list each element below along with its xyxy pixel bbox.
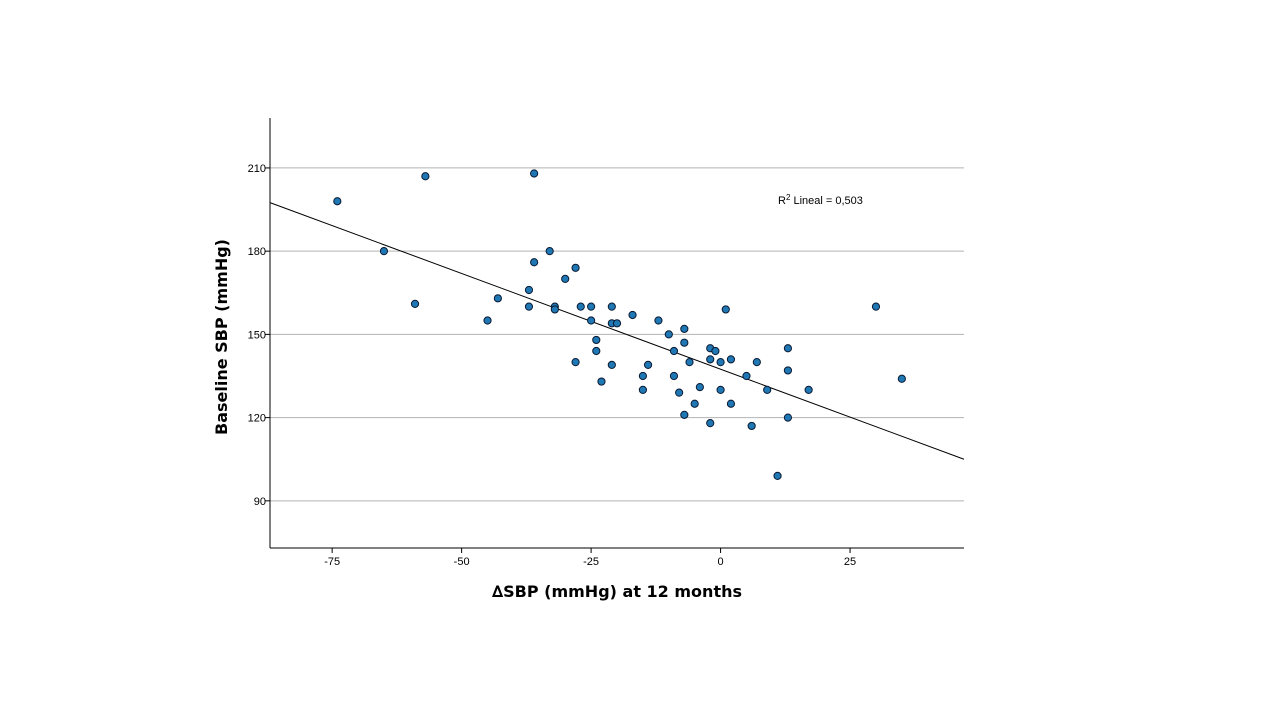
x-tick-label: -50 xyxy=(454,556,470,568)
data-point xyxy=(664,330,673,339)
data-point xyxy=(524,285,534,295)
data-point xyxy=(643,360,653,370)
data-point xyxy=(695,382,704,392)
data-point xyxy=(726,355,736,364)
r2-superscript: 2 xyxy=(786,193,791,202)
data-point xyxy=(804,385,813,394)
data-point xyxy=(654,316,663,325)
data-point xyxy=(530,258,539,267)
y-tick-label: 150 xyxy=(248,329,266,341)
data-point xyxy=(747,421,756,431)
data-point xyxy=(561,274,570,284)
data-point xyxy=(752,358,761,367)
regression-line xyxy=(269,202,965,460)
r2-text: Lineal = 0,503 xyxy=(790,195,862,207)
data-point xyxy=(638,385,647,394)
data-point xyxy=(571,263,580,272)
data-point xyxy=(587,316,596,325)
data-point xyxy=(483,316,492,325)
data-point xyxy=(592,335,601,345)
data-point xyxy=(706,355,715,364)
data-point xyxy=(669,371,679,381)
y-tick-label: 180 xyxy=(248,246,266,258)
y-tick-label: 120 xyxy=(248,413,266,425)
data-point xyxy=(897,374,906,383)
data-point xyxy=(379,247,389,256)
y-tick-labels: 90 120 150 180 210 xyxy=(248,163,266,508)
gridlines xyxy=(265,167,964,553)
data-point xyxy=(685,358,694,367)
r2-prefix: R xyxy=(778,195,786,207)
data-point xyxy=(871,302,881,311)
y-axis-title: Baseline SBP (mmHg) xyxy=(212,239,231,435)
data-point xyxy=(721,305,730,314)
data-point xyxy=(680,410,689,419)
data-point xyxy=(530,169,539,178)
y-tick-label: 90 xyxy=(254,496,266,508)
data-point xyxy=(493,294,502,303)
x-tick-label: -75 xyxy=(324,556,340,568)
y-tick-label: 210 xyxy=(248,163,266,175)
data-point xyxy=(675,388,684,397)
axes xyxy=(269,118,964,549)
data-point xyxy=(706,419,715,428)
data-point xyxy=(592,346,601,356)
data-point xyxy=(783,413,793,422)
x-tick-label: 0 xyxy=(718,556,724,568)
data-point xyxy=(716,385,725,394)
data-point xyxy=(742,371,751,381)
r2-annotation: R2 Lineal = 0,503 xyxy=(778,193,863,207)
x-tick-label: -25 xyxy=(583,556,599,568)
data-point xyxy=(410,299,420,308)
data-point xyxy=(763,385,772,394)
data-point xyxy=(607,360,616,370)
data-point xyxy=(524,302,534,311)
data-point xyxy=(628,310,637,320)
data-point xyxy=(726,399,736,408)
data-point xyxy=(421,172,430,181)
data-point xyxy=(669,346,679,356)
data-point xyxy=(783,344,793,353)
fit-line-group xyxy=(269,202,965,460)
data-point xyxy=(680,338,689,347)
data-point xyxy=(545,247,554,256)
data-point xyxy=(587,302,596,311)
data-points xyxy=(333,169,906,480)
x-tick-labels: -75 -50 -25 0 25 xyxy=(324,556,856,568)
x-tick-label: 25 xyxy=(844,556,856,568)
data-point xyxy=(550,305,559,314)
data-point xyxy=(607,302,616,311)
data-point xyxy=(680,324,689,333)
data-point xyxy=(333,197,342,206)
data-point xyxy=(690,399,699,408)
data-point xyxy=(716,358,725,367)
data-point xyxy=(773,471,782,480)
data-point xyxy=(571,358,580,367)
data-point xyxy=(638,371,647,381)
data-point xyxy=(597,377,606,386)
data-point xyxy=(711,346,720,356)
data-point xyxy=(612,319,622,328)
x-axis-title: ∆SBP (mmHg) at 12 months xyxy=(492,582,742,601)
data-point xyxy=(576,302,585,311)
data-point xyxy=(783,366,793,375)
